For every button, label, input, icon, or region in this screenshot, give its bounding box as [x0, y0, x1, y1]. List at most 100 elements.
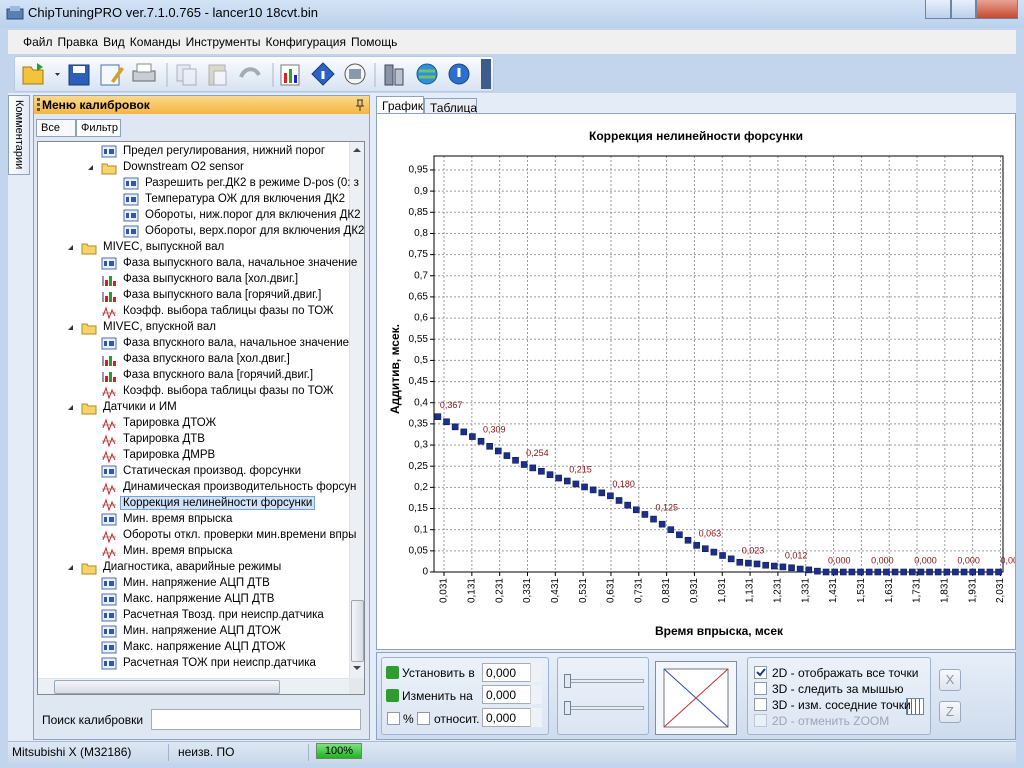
slider-track[interactable]	[564, 706, 644, 710]
graph-button[interactable]	[280, 64, 300, 86]
edit-button[interactable]	[100, 64, 124, 86]
slider-thumb[interactable]	[564, 701, 571, 715]
dropdown-arrow[interactable]	[55, 73, 60, 76]
tree-item[interactable]: Температура ОЖ для включения ДК2	[38, 192, 349, 208]
tree-item[interactable]: Расчетная ТОЖ при неиспр.датчика	[38, 656, 349, 672]
tree-item[interactable]: Обороты откл. проверки мин.времени впры	[38, 528, 356, 544]
set-to-label[interactable]: Установить в	[402, 666, 475, 680]
pin-button[interactable]	[355, 99, 365, 111]
tree-item[interactable]: Обороты, ниж.порог для включения ДК2	[38, 208, 361, 224]
tree-item[interactable]: Диагностика, аварийные режимы	[38, 560, 349, 576]
tree-item[interactable]: Предел регулирования, нижний порог	[38, 144, 349, 160]
value-group: Установить в 0,000 Изменить на 0,000 % о…	[381, 657, 549, 735]
undo-button[interactable]	[239, 67, 261, 78]
x-tick-label: 0,731	[633, 578, 644, 603]
vertical-scrollbar[interactable]	[349, 142, 364, 678]
menu-item[interactable]: Помощь	[350, 35, 398, 49]
search-input[interactable]	[151, 709, 361, 730]
scroll-down[interactable]	[353, 666, 361, 670]
slider-track[interactable]	[564, 679, 644, 683]
tree-item[interactable]: Мин. напряжение АЦП ДТВ	[38, 576, 349, 592]
expand-arrow[interactable]	[88, 165, 93, 170]
menu-item[interactable]: Конфигурация	[265, 35, 346, 49]
tree-item[interactable]: Расчетная Твозд. при неиспр.датчика	[38, 608, 349, 624]
print-button[interactable]	[132, 63, 156, 82]
tree-item[interactable]: MIVEC, впускной вал	[38, 320, 349, 336]
scroll-thumb[interactable]	[54, 680, 280, 694]
tree-item[interactable]: Статическая производ. форсунки	[38, 464, 349, 480]
tree-item[interactable]: Обороты, верх.порог для включения ДК2	[38, 224, 364, 240]
menu-item[interactable]: Правка	[57, 35, 99, 49]
maximize-button[interactable]	[951, 0, 976, 19]
percent-checkbox[interactable]	[387, 712, 400, 725]
calc-button[interactable]	[344, 63, 366, 85]
tree-item[interactable]: Фаза впускного вала [горячий.двиг.]	[38, 368, 349, 384]
tree-item[interactable]: Коэфф. выбора таблицы фазы по ТОЖ	[38, 304, 349, 320]
grid-icon[interactable]	[906, 698, 924, 715]
reset-button[interactable]: X	[939, 669, 961, 691]
third-input[interactable]: 0,000	[482, 708, 542, 727]
close-button[interactable]	[976, 0, 1018, 19]
menu-item[interactable]: Вид	[103, 35, 125, 49]
expand-arrow[interactable]	[68, 245, 73, 250]
option-checkbox[interactable]	[754, 714, 767, 727]
tab-filter[interactable]: Фильтр	[76, 119, 121, 137]
expand-arrow[interactable]	[68, 325, 73, 330]
scroll-up[interactable]	[353, 148, 361, 152]
tree-item[interactable]: Разрешить рег.ДК2 в режиме D-pos (0: з	[38, 176, 359, 192]
expand-arrow[interactable]	[68, 565, 73, 570]
save-button[interactable]	[68, 64, 90, 86]
slider-thumb[interactable]	[564, 674, 571, 688]
tree-item[interactable]: Коэфф. выбора таблицы фазы по ТОЖ	[38, 384, 349, 400]
tree-item[interactable]: Мин. напряжение АЦП ДТОЖ	[38, 624, 349, 640]
relative-checkbox[interactable]	[417, 712, 430, 725]
tree-item[interactable]: Макс. напряжение АЦП ДТОЖ	[38, 640, 349, 656]
spinner[interactable]	[530, 685, 542, 704]
tree-item[interactable]: Фаза выпускного вала, начальное значение	[38, 256, 357, 272]
set-to-input[interactable]: 0,000	[482, 663, 542, 682]
scroll-thumb[interactable]	[351, 600, 364, 662]
paste-button[interactable]	[208, 64, 227, 86]
tree-item[interactable]: Тарировка ДМРВ	[38, 448, 349, 464]
change-by-input[interactable]: 0,000	[482, 685, 542, 704]
option-checkbox[interactable]	[754, 682, 767, 695]
menu-item[interactable]: Инструменты	[185, 35, 261, 49]
option-checkbox[interactable]	[754, 698, 767, 711]
data-label: 0,180	[612, 479, 635, 489]
tree-item[interactable]: Фаза впускного вала [хол.двиг.]	[38, 352, 349, 368]
horizontal-scrollbar[interactable]	[38, 678, 349, 694]
tree-item[interactable]: Мин. время впрыска	[38, 544, 349, 560]
tree-item[interactable]: Макс. напряжение АЦП ДТВ	[38, 592, 349, 608]
spinner[interactable]	[530, 708, 542, 727]
tree-item[interactable]: Датчики и ИМ	[38, 400, 349, 416]
open-button[interactable]	[22, 63, 44, 85]
tree-item[interactable]: Тарировка ДТВ	[38, 432, 349, 448]
menu-item[interactable]: Команды	[129, 35, 181, 49]
update-button[interactable]	[416, 63, 438, 85]
tab-graph[interactable]: График	[376, 96, 424, 114]
zoom-button[interactable]: Z	[939, 701, 961, 723]
tree-item[interactable]: Мин. время впрыска	[38, 512, 349, 528]
option-checkbox[interactable]	[754, 666, 767, 679]
tree-item[interactable]: Downstream O2 sensor	[38, 160, 349, 176]
tab-all[interactable]: Все	[36, 119, 76, 137]
tree-item[interactable]: Динамическая производительность форсун	[38, 480, 356, 496]
tab-table[interactable]: Таблица	[424, 98, 477, 116]
tools-button[interactable]	[384, 64, 404, 86]
tree-item[interactable]: Фаза выпускного вала [горячий.двиг.]	[38, 288, 349, 304]
spinner[interactable]	[530, 663, 542, 682]
toolbar-overflow[interactable]	[481, 59, 491, 89]
tree-item[interactable]: Тарировка ДТОЖ	[38, 416, 349, 432]
tree-item[interactable]: MIVEC, выпускной вал	[38, 240, 349, 256]
help-button[interactable]	[448, 63, 470, 85]
change-by-label[interactable]: Изменить на	[402, 689, 473, 703]
comments-tab[interactable]: Комментарии	[8, 95, 30, 175]
tree-item[interactable]: Фаза выпускного вала [хол.двиг.]	[38, 272, 349, 288]
copy-button[interactable]	[176, 64, 197, 86]
tree-item[interactable]: Коррекция нелинейности форсунки	[38, 496, 349, 512]
tree-item[interactable]: Фаза впускного вала, начальное значение	[38, 336, 349, 352]
info-button[interactable]	[311, 62, 335, 86]
minimize-button[interactable]	[925, 0, 951, 19]
menu-item[interactable]: Файл	[23, 35, 53, 49]
expand-arrow[interactable]	[68, 405, 73, 410]
